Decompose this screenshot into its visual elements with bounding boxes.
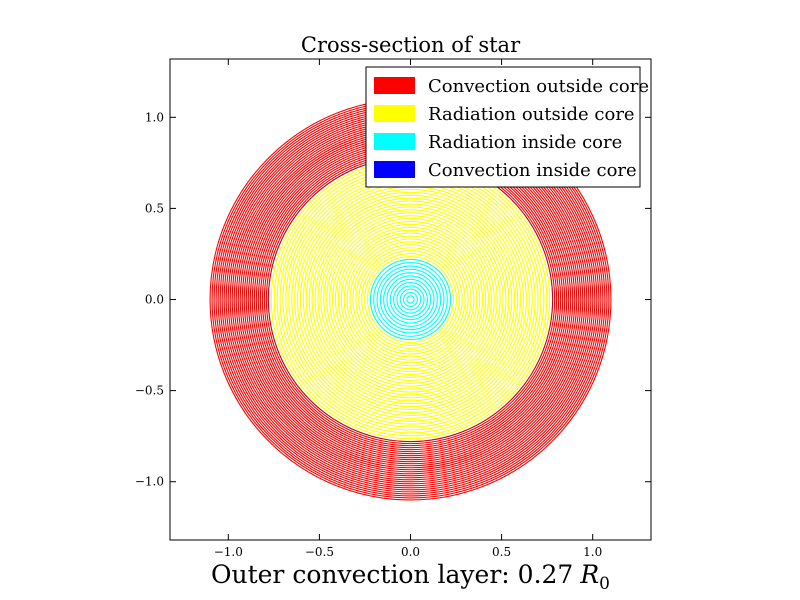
legend-swatch <box>374 77 415 94</box>
chart-title: Cross-section of star <box>301 33 521 57</box>
region-1-ring <box>314 203 507 396</box>
region-2-ring <box>383 272 438 327</box>
region-1-ring <box>355 244 466 355</box>
ticks-layer: −1.0 −0.5 0.0 0.5 1.0 −1.0 −0.5 0.0 0.5 1.0 <box>135 59 651 559</box>
legend-label: Convection outside core <box>428 76 649 97</box>
region-1-ring <box>279 168 542 431</box>
region-1-ring <box>343 232 478 367</box>
region-1-ring <box>299 188 522 411</box>
region-1-ring <box>331 220 490 379</box>
region-1-ring <box>308 197 513 402</box>
region-2-ring <box>369 258 452 341</box>
chart-caption: Outer convection layer: 0.27 R0 <box>211 560 610 594</box>
region-1-ring <box>326 215 495 384</box>
region-1-ring <box>311 200 510 399</box>
y-tick-label: −1.0 <box>135 475 164 489</box>
region-1-ring <box>291 180 530 419</box>
region-1-ring <box>317 206 504 393</box>
region-1-ring <box>364 253 457 346</box>
region-2-ring <box>376 265 445 334</box>
legend-label: Convection inside core <box>428 160 637 181</box>
caption-symbol: R <box>579 560 599 589</box>
legend-label: Radiation outside core <box>428 104 635 125</box>
region-1-ring <box>352 241 469 358</box>
x-tick-label: 0.5 <box>492 545 511 559</box>
x-tick-label: 1.0 <box>583 545 602 559</box>
region-0-ring <box>267 156 554 443</box>
region-boundary-ring <box>267 156 554 443</box>
region-2-ring <box>373 262 448 337</box>
region-1-ring <box>305 194 516 405</box>
region-1-ring <box>349 238 472 361</box>
region-1-ring <box>302 191 519 408</box>
region-2-ring <box>393 282 428 317</box>
caption-subscript: 0 <box>599 574 610 594</box>
region-1-ring <box>276 165 545 434</box>
region-2-ring <box>379 268 442 331</box>
region-1-ring <box>346 235 475 364</box>
region-1-ring <box>334 223 487 376</box>
region-1-ring <box>329 218 492 381</box>
y-tick-label: 1.0 <box>145 110 164 124</box>
region-0-rings <box>209 98 612 501</box>
region-2-ring <box>402 291 419 308</box>
region-2-ring <box>396 285 425 314</box>
region-1-ring <box>323 212 498 387</box>
region-1-ring <box>288 177 533 422</box>
region-2-ring <box>389 278 432 321</box>
y-tick-label: 0.0 <box>145 293 164 307</box>
region-1-ring <box>320 209 501 390</box>
x-tick-label: −1.0 <box>214 545 243 559</box>
region-2-rings <box>369 258 452 341</box>
legend-swatch <box>374 133 415 150</box>
region-1-rings <box>267 156 554 443</box>
region-2-ring <box>406 295 415 304</box>
region-2-ring <box>399 288 422 311</box>
legend: Convection outside core Radiation outside… <box>365 66 649 188</box>
caption-text: Outer convection layer: 0.27 <box>211 560 573 589</box>
x-tick-label: −0.5 <box>305 545 334 559</box>
y-tick-label: 0.5 <box>145 201 164 215</box>
legend-swatch <box>374 161 415 178</box>
region-1-ring <box>270 159 551 440</box>
region-1-ring <box>366 255 455 344</box>
region-1-ring <box>358 247 463 352</box>
region-1-ring <box>267 156 554 443</box>
region-1-ring <box>361 250 460 349</box>
legend-swatch <box>374 105 415 122</box>
region-1-ring <box>337 226 484 373</box>
legend-label: Radiation inside core <box>428 132 622 153</box>
region-2-ring <box>386 275 435 324</box>
region-1-ring <box>296 185 525 414</box>
region-1-ring <box>340 229 481 370</box>
y-tick-label: −0.5 <box>135 384 164 398</box>
x-tick-label: 0.0 <box>401 545 420 559</box>
